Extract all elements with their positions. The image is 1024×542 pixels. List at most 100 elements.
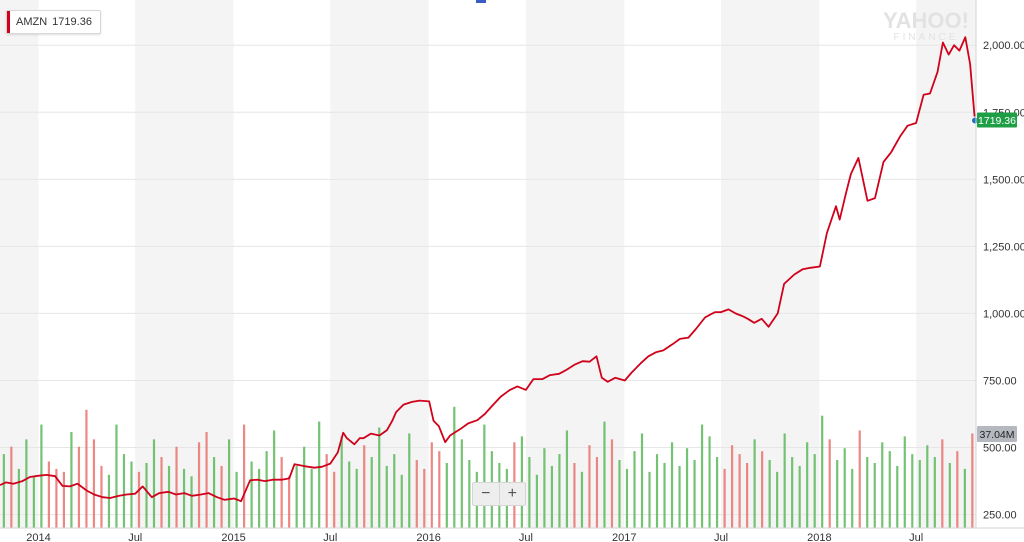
volume-bar [663,462,666,528]
volume-bar [2,454,5,528]
volume-bar [595,457,599,528]
volume-bar [303,446,306,528]
x-tick-label: Jul [714,532,728,542]
volume-bar [243,424,246,528]
legend-ticker: AMZN [16,16,48,28]
volume-bar [881,442,884,528]
volume-bar [685,448,689,528]
volume-bar [340,436,343,528]
volume-bar [903,436,906,528]
volume-bar [550,465,554,528]
volume-bar [851,468,854,528]
volume-bar [400,474,403,528]
volume-bar [17,468,20,528]
last-price-label: 1719.36 [978,115,1016,127]
volume-bar [318,421,321,528]
y-tick-label: 1,000.00 [983,308,1024,320]
volume-bar [137,471,141,528]
volume-bar [746,462,749,528]
volume-bar [115,424,118,528]
volume-bar [535,474,538,528]
x-tick-label: 2014 [26,532,50,542]
volume-bar [926,445,929,528]
volume-bar [948,462,951,528]
zoom-out-button[interactable]: − [473,483,500,505]
volume-bar [588,445,591,528]
volume-bar [423,468,426,528]
volume-bar [258,468,261,528]
volume-bar [821,415,824,528]
volume-bar [573,462,576,528]
volume-bar [220,465,223,528]
volume-bar [288,476,291,528]
volume-bar [310,468,313,528]
volume-bar [77,446,81,528]
shaded-band [525,0,625,528]
yahoo-finance-logo: YAHOO! FINANCE [880,10,972,44]
volume-bar [325,454,328,528]
volume-bar [723,468,726,528]
volume-bar [768,460,771,528]
volume-bar [618,460,621,528]
volume-bar [866,457,869,528]
volume-bar [738,454,741,528]
volume-bar [445,462,448,528]
volume-bar [107,474,111,528]
volume-bar [152,439,156,528]
volume-bar [483,424,486,528]
volume-badge-label: 37.04M [979,429,1014,441]
series-legend[interactable]: AMZN 1719.36 [6,10,101,34]
logo-line2: FINANCE [893,32,959,43]
volume-bar [385,465,388,528]
volume-bar [798,465,801,528]
zoom-in-button[interactable]: + [507,485,517,502]
volume-bar [678,465,681,528]
volume-bar [731,445,734,528]
volume-badge [977,426,1017,442]
volume-bar [47,461,50,528]
legend-value: 1719.36 [52,16,92,28]
volume-bar [408,433,411,528]
volume-bar [761,451,764,528]
volume-bar [806,442,809,528]
volume-bar [250,461,253,528]
volume-bar [295,465,298,528]
volume-bar [55,468,58,528]
volume-bar [580,471,584,528]
volume-bar [828,439,831,528]
volume-bar [197,442,201,528]
volume-bar [933,457,936,528]
volume-bar [92,439,96,528]
volume-bar [85,409,88,528]
volume-bar [333,471,336,528]
volume-bar [280,457,283,528]
volume-bar [896,465,899,528]
volume-bar [212,457,216,528]
volume-bar [70,431,73,528]
logo-line1: YAHOO! [883,8,969,33]
volume-bar [708,436,711,528]
volume-bar [348,461,351,528]
x-tick-label: Jul [909,532,923,542]
volume-bar [813,454,816,528]
x-tick-label: Jul [128,532,142,542]
volume-bar [265,451,268,528]
x-tick-label: 2018 [807,532,831,542]
volume-bar [791,457,794,528]
volume-bar [393,454,396,528]
y-tick-label: 750.00 [983,375,1017,387]
volume-bar [415,460,418,528]
y-tick-label: 500.00 [983,443,1017,455]
volume-bar [776,471,779,528]
volume-bar [956,451,959,528]
volume-bar [25,439,28,528]
volume-bar [783,433,786,528]
volume-bar [182,468,186,528]
volume-bar [370,457,373,528]
volume-bar [640,433,644,528]
volume-bar [363,445,366,528]
volume-bar [167,465,171,528]
y-axis: 250.00 500.00 750.00 1,000.00 1,250.00 1,500.… [975,0,1024,528]
shaded-band [0,0,39,528]
